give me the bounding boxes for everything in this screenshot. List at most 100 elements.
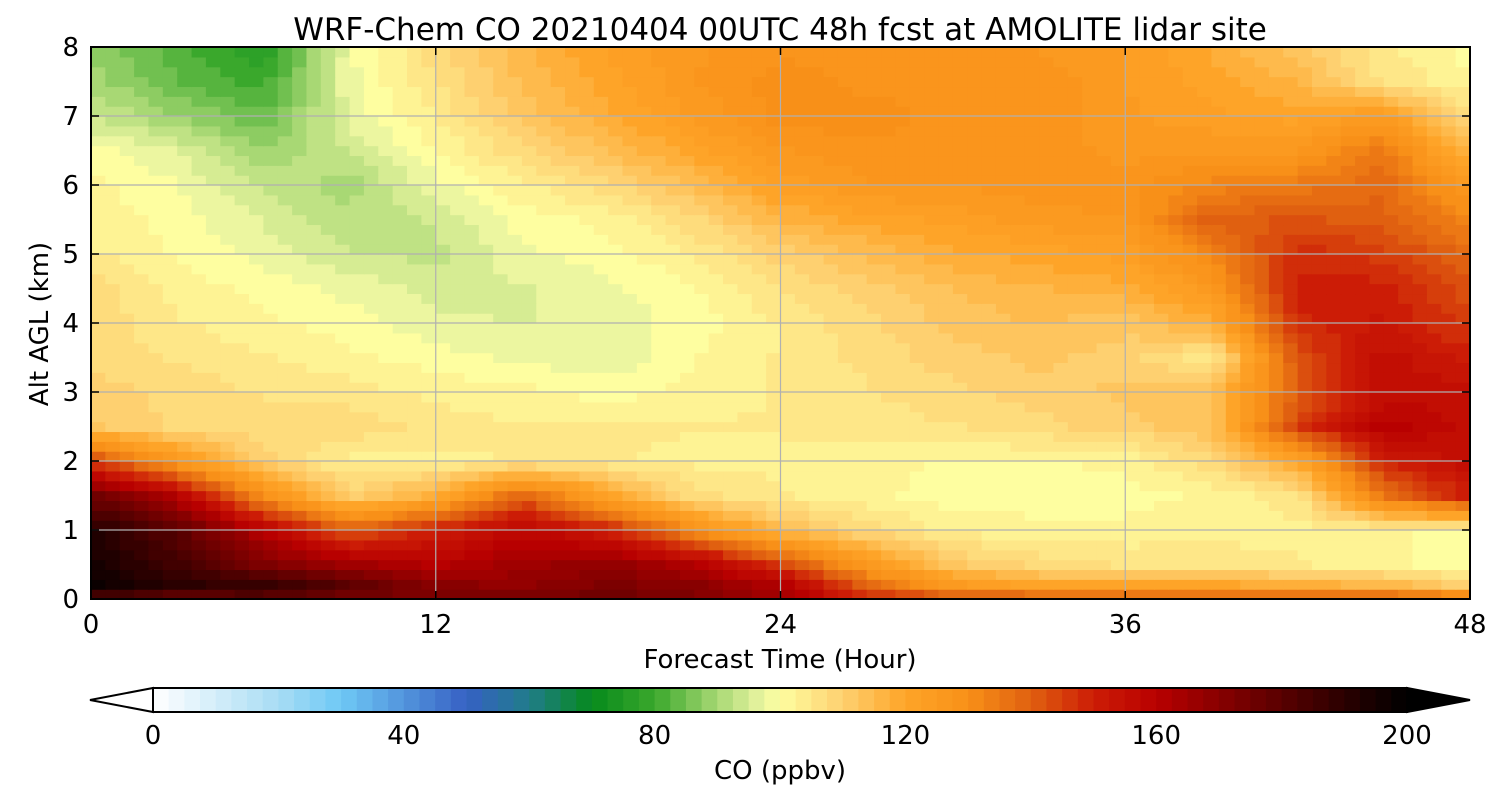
contour-cell [967, 263, 983, 275]
contour-cell [378, 273, 394, 285]
contour-cell [1254, 431, 1270, 442]
contour-cell [967, 579, 983, 590]
contour-cell [1010, 263, 1026, 275]
contour-cell [335, 510, 351, 521]
contour-cell [205, 470, 221, 482]
contour-cell [1211, 283, 1227, 295]
contour-cell [1067, 392, 1083, 403]
contour-cell [1053, 461, 1069, 472]
contour-cell [1211, 431, 1227, 442]
contour-cell [450, 145, 466, 157]
contour-cell [952, 194, 968, 206]
contour-cell [478, 145, 494, 157]
contour-cell [1125, 145, 1141, 157]
contour-cell [579, 352, 595, 364]
contour-cell [493, 362, 509, 373]
contour-cell [1297, 165, 1313, 176]
contour-cell [967, 539, 983, 551]
contour-cell [105, 372, 121, 383]
contour-cell [392, 263, 408, 275]
contour-cell [593, 392, 609, 403]
contour-cell [852, 303, 868, 314]
contour-cell [1053, 263, 1069, 275]
contour-cell [1297, 520, 1313, 531]
contour-cell [766, 303, 782, 314]
contour-cell [1283, 263, 1299, 275]
contour-cell [852, 372, 868, 383]
contour-cell [177, 96, 193, 107]
contour-cell [349, 589, 365, 600]
contour-cell [938, 421, 954, 433]
contour-cell [981, 273, 997, 285]
contour-cell [651, 579, 667, 590]
contour-cell [967, 480, 983, 492]
contour-cell [723, 254, 739, 265]
contour-cell [1268, 224, 1284, 235]
contour-cell [536, 86, 552, 97]
contour-cell [1455, 421, 1471, 433]
contour-cell [1455, 96, 1471, 107]
contour-cell [450, 135, 466, 147]
contour-cell [1168, 135, 1184, 147]
contour-cell [306, 470, 322, 482]
contour-cell [292, 145, 308, 157]
contour-cell [1254, 224, 1270, 235]
contour-cell [1455, 86, 1471, 97]
contour-cell [148, 480, 164, 492]
contour-cell [464, 244, 480, 255]
contour-cell [938, 372, 954, 383]
contour-cell [837, 530, 853, 541]
contour-cell [1182, 185, 1198, 196]
contour-cell [1441, 244, 1457, 255]
contour-cell [1355, 135, 1371, 147]
contour-cell [995, 263, 1011, 275]
contour-cell [823, 461, 839, 472]
contour-cell [134, 500, 150, 511]
contour-cell [1153, 490, 1169, 502]
contour-cell [421, 323, 437, 334]
contour-cell [148, 234, 164, 245]
contour-cell [866, 254, 882, 265]
contour-cell [1211, 559, 1227, 571]
contour-cell [751, 510, 767, 521]
contour-cell [636, 372, 652, 383]
contour-cell [651, 116, 667, 127]
contour-cell [881, 96, 897, 107]
contour-cell [608, 263, 624, 275]
contour-cell [1182, 352, 1198, 364]
contour-cell [1110, 273, 1126, 285]
contour-cell [306, 135, 322, 147]
contour-cell [593, 106, 609, 117]
contour-cell [579, 106, 595, 117]
contour-cell [852, 510, 868, 521]
contour-cell [665, 362, 681, 373]
contour-cell [177, 125, 193, 137]
contour-cell [536, 461, 552, 472]
contour-cell [91, 86, 106, 97]
contour-cell [1096, 254, 1112, 265]
contour-cell [967, 520, 983, 531]
contour-cell [1168, 559, 1184, 571]
contour-cell [306, 392, 322, 403]
contour-cell [1441, 490, 1457, 502]
contour-cell [651, 244, 667, 255]
contour-cell [651, 441, 667, 452]
contour-cell [1383, 125, 1399, 137]
contour-cell [1082, 125, 1098, 137]
contour-cell [1024, 490, 1040, 502]
contour-cell [1225, 283, 1241, 295]
contour-cell [119, 559, 135, 571]
contour-cell [1455, 323, 1471, 334]
contour-cell [665, 569, 681, 580]
contour-cell [1197, 86, 1213, 97]
contour-cell [550, 234, 566, 245]
contour-cell [148, 313, 164, 324]
contour-cell [435, 451, 451, 462]
contour-cell [866, 135, 882, 147]
contour-cell [1283, 411, 1299, 423]
contour-cell [938, 224, 954, 235]
contour-cell [1225, 569, 1241, 580]
contour-cell [622, 165, 638, 176]
contour-cell [708, 520, 724, 531]
contour-cell [162, 539, 178, 551]
